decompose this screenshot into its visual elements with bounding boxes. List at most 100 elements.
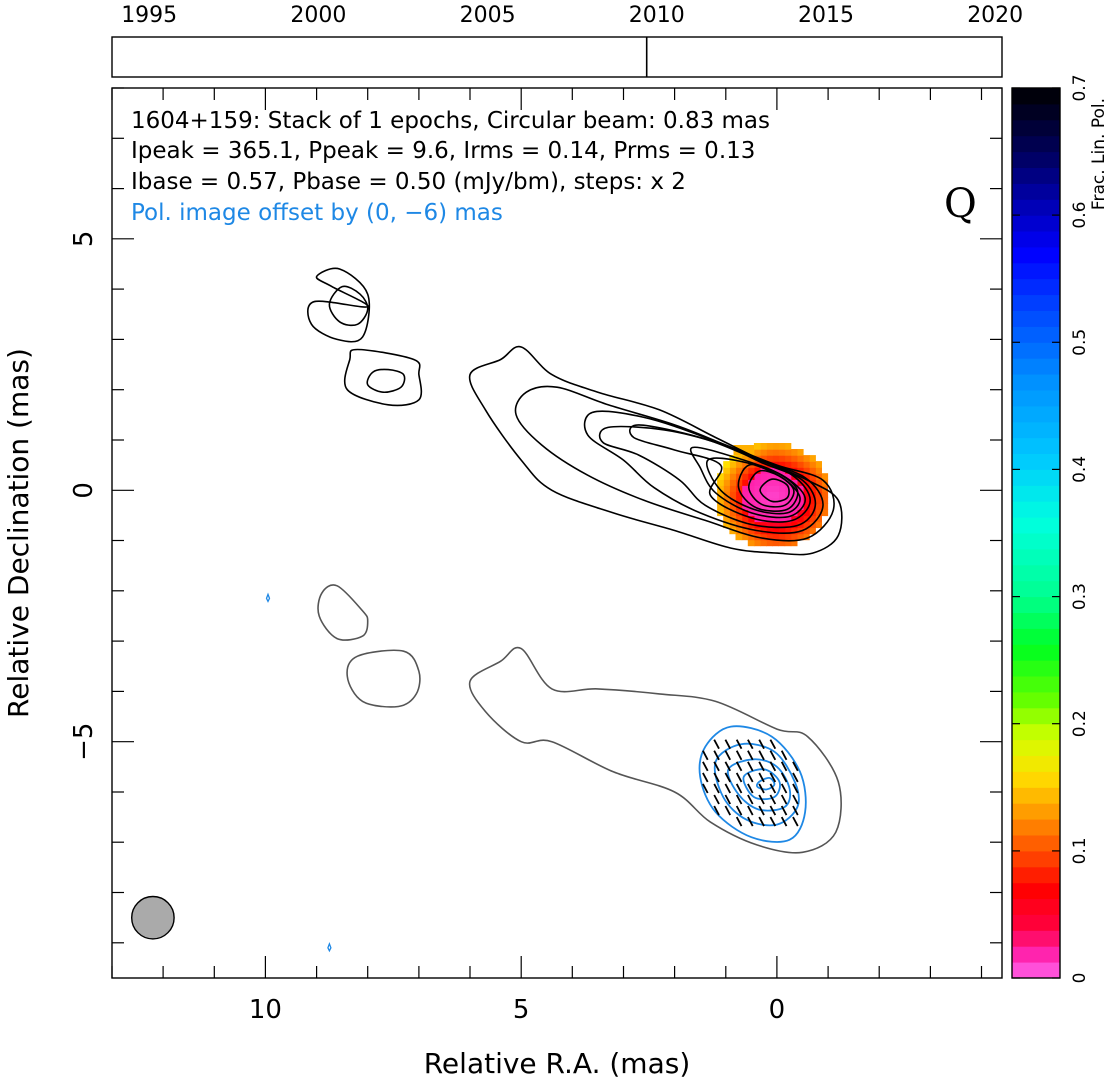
frac-pol-pixel xyxy=(717,473,724,480)
colorbar-step xyxy=(1012,660,1060,677)
evpa-stick xyxy=(769,761,777,772)
frac-pol-pixel xyxy=(803,467,810,474)
frac-pol-pixel xyxy=(784,503,792,510)
frac-pol-pixel xyxy=(784,527,792,535)
frac-pol-pixel xyxy=(815,485,822,492)
frac-pol-pixel xyxy=(803,455,810,462)
frac-pol-pixel xyxy=(778,473,786,480)
evpa-stick xyxy=(780,805,788,816)
colorbar-step xyxy=(1012,580,1060,598)
frac-pol-pixel xyxy=(809,473,816,480)
frac-pol-pixel xyxy=(753,443,761,450)
frac-pol-pixel xyxy=(735,467,743,474)
frac-pol-pixel xyxy=(809,503,816,510)
frac-pol-pixel xyxy=(784,521,792,529)
beam-circle xyxy=(130,895,175,940)
evpa-stick xyxy=(735,816,743,827)
evpa-stick xyxy=(769,783,777,794)
frac-pol-pixel xyxy=(753,485,761,492)
evpa-stick xyxy=(713,772,720,783)
frac-pol-pixel xyxy=(815,515,822,523)
epoch-year-label: 2020 xyxy=(967,3,1023,28)
frac-pol-pixel xyxy=(729,473,737,480)
evpa-stick xyxy=(702,761,709,772)
frac-pol-pixel xyxy=(760,449,767,456)
evpa-stick xyxy=(769,750,777,761)
frac-pol-pixel xyxy=(766,491,773,498)
colorbar-step xyxy=(1012,882,1060,899)
frac-pol-pixel xyxy=(815,509,822,517)
frac-pol-pixel xyxy=(747,533,755,541)
frac-pol-pixel xyxy=(778,527,786,535)
stokes-i-contour xyxy=(706,457,801,515)
evpa-stick xyxy=(769,816,777,827)
frac-pol-pixel xyxy=(723,509,730,517)
evpa-stick xyxy=(758,783,765,794)
frac-pol-pixel xyxy=(760,533,767,541)
frac-pol-pixel xyxy=(747,479,755,486)
frac-pol-pixel xyxy=(741,509,749,517)
frac-pol-pixel xyxy=(760,455,767,462)
frac-pol-pixel xyxy=(772,539,779,547)
frac-pol-pixel xyxy=(741,473,749,480)
frac-pol-pixel xyxy=(796,491,804,498)
colorbar-step xyxy=(1012,548,1060,566)
evpa-stick xyxy=(792,783,799,794)
evpa-stick xyxy=(713,750,720,761)
frac-pol-pixel xyxy=(809,485,816,492)
colorbar-tick-labels: 0 0.1 0.2 0.3 0.4 0.5 0.6 0.7 xyxy=(1012,74,1090,983)
evpa-stick xyxy=(702,772,709,783)
frac-pol-pixel xyxy=(735,497,743,504)
colorbar-step xyxy=(1012,135,1060,153)
colorbar-tick-label: 0 xyxy=(1070,973,1090,984)
frac-pol-pixel xyxy=(741,533,749,541)
frac-pol-pixel xyxy=(760,491,767,498)
frac-pol-pixel xyxy=(729,467,737,474)
frac-pol-pixel xyxy=(753,509,761,517)
evpa-stick xyxy=(747,761,754,772)
frac-pol-pixel xyxy=(717,497,724,504)
frac-pol-pixel xyxy=(784,449,792,456)
evpa-stick xyxy=(735,739,743,750)
evpa-stick xyxy=(780,794,788,805)
colorbar-step xyxy=(1012,469,1060,486)
colorbar-step xyxy=(1012,453,1060,470)
colorbar-step xyxy=(1012,819,1060,836)
colorbar-tick-label: 0.7 xyxy=(1070,74,1090,101)
frac-pol-pixel xyxy=(760,539,767,547)
frac-pol-pixel xyxy=(747,515,755,523)
frac-pol-pixel xyxy=(803,515,810,523)
frac-pol-pixel xyxy=(766,479,773,486)
y-tick-label: −5 xyxy=(69,723,99,761)
evpa-stick xyxy=(713,805,720,816)
epoch-year-label: 2010 xyxy=(629,3,685,28)
frac-pol-pixel xyxy=(796,467,804,474)
frac-pol-pixel xyxy=(760,485,767,492)
frac-pol-pixel xyxy=(729,461,737,468)
frac-pol-pixel xyxy=(735,527,743,535)
stokes-i-contour xyxy=(366,368,406,394)
frac-pol-pixel xyxy=(809,491,816,498)
evpa-stick xyxy=(769,794,777,805)
x-tick-label: 10 xyxy=(249,995,282,1025)
frac-pol-pixel xyxy=(735,473,743,480)
frac-pol-pixel xyxy=(729,479,737,486)
evpa-stick xyxy=(792,761,799,772)
frac-pol-pixel xyxy=(729,503,737,510)
colorbar-step xyxy=(1012,151,1060,168)
colorbar-step xyxy=(1012,930,1060,947)
axis-ticks: 10 5 0 5 0 −5 xyxy=(69,87,1002,1025)
frac-pol-pixel xyxy=(760,521,767,529)
frac-pol-pixel xyxy=(753,539,761,547)
frac-pol-pixel xyxy=(717,485,724,492)
frac-pol-pixel xyxy=(772,527,779,535)
frac-pol-pixel xyxy=(760,443,767,450)
frac-pol-pixel xyxy=(803,509,810,517)
frac-pol-pixel xyxy=(772,509,779,517)
epoch-bar-frame xyxy=(111,36,1003,78)
frac-pol-pixel xyxy=(741,515,749,523)
stokes-i-contour xyxy=(747,469,795,508)
colorbar-step xyxy=(1012,294,1060,311)
evpa-stick xyxy=(747,794,754,805)
frac-pol-pixel xyxy=(815,521,822,529)
